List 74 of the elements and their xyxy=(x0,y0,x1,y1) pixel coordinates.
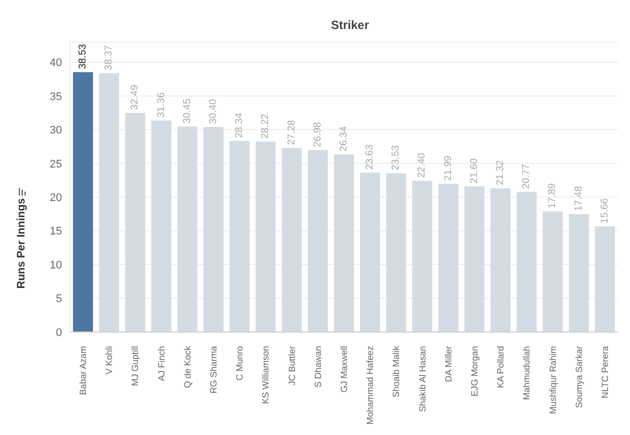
x-tick-label: AJ Finch xyxy=(156,346,166,382)
x-tick-label: MJ Guptill xyxy=(130,346,140,386)
x-tick-label: Shoaib Malik xyxy=(391,346,402,398)
y-tick-label: 20 xyxy=(50,192,62,204)
bar xyxy=(256,142,276,332)
bar xyxy=(177,126,198,332)
x-tick-label: NLTC Perera xyxy=(600,346,610,398)
data-label: 26.34 xyxy=(338,126,350,152)
data-label: 17.48 xyxy=(573,186,584,212)
data-label: 31.36 xyxy=(156,92,167,118)
bar xyxy=(438,184,458,332)
bar xyxy=(334,154,354,332)
bar xyxy=(203,126,224,332)
bar xyxy=(282,148,302,332)
y-axis-title: Runs Per Innings xyxy=(16,198,28,289)
data-label: 27.28 xyxy=(286,120,298,146)
bar xyxy=(73,72,93,332)
y-tick-label: 10 xyxy=(50,259,62,272)
data-label: 26.98 xyxy=(312,122,324,148)
data-label: 30.40 xyxy=(208,98,219,124)
x-tick-label: KA Pollard xyxy=(496,346,506,388)
x-tick-label: KS Williamson xyxy=(260,346,271,404)
data-label: 30.45 xyxy=(182,98,193,124)
x-tick-label: S Dhawan xyxy=(312,346,323,388)
x-tick-label: Q de Kock xyxy=(182,346,192,388)
x-tick-label: DA Miller xyxy=(443,346,454,382)
x-tick-label: Shakib Al Hasan xyxy=(417,346,428,412)
y-tick-label: 0 xyxy=(56,326,62,339)
data-label: 28.34 xyxy=(234,112,246,138)
bar xyxy=(386,173,406,332)
data-label: 15.66 xyxy=(599,198,610,224)
data-label: 23.53 xyxy=(390,144,402,170)
bar xyxy=(230,140,250,332)
bar xyxy=(308,150,328,332)
bar xyxy=(464,186,484,332)
data-label: 28.22 xyxy=(260,113,272,139)
y-tick-label: 5 xyxy=(56,293,62,306)
x-tick-label: RG Sharma xyxy=(208,346,219,394)
data-label: 17.89 xyxy=(547,182,558,208)
data-label: 20.77 xyxy=(521,163,532,189)
x-tick-label: Mahmudullah xyxy=(522,346,532,400)
data-label: 23.63 xyxy=(364,144,376,170)
data-label: 38.53 xyxy=(78,44,88,70)
bar xyxy=(490,188,511,332)
x-tick-label: EJG Morgan xyxy=(469,346,480,397)
bar xyxy=(516,192,537,332)
y-tick-label: 40 xyxy=(50,57,62,70)
bar xyxy=(99,73,120,332)
chart-title: Striker xyxy=(330,18,370,32)
data-label: 32.49 xyxy=(130,84,141,110)
x-tick-label: Mushfiqur Rahim xyxy=(548,346,558,414)
x-tick-label: JC Buttler xyxy=(286,346,297,386)
x-tick-label: Soumya Sarkar xyxy=(574,346,584,408)
bar xyxy=(125,112,146,332)
x-tick-label: C Munro xyxy=(234,346,245,381)
bar xyxy=(594,226,615,332)
x-tick-label: V Kohli xyxy=(104,346,114,375)
y-tick-label: 15 xyxy=(50,226,62,238)
x-tick-label: Babar Azam xyxy=(78,346,88,396)
y-tick-label: 35 xyxy=(50,90,62,103)
bar xyxy=(151,120,172,332)
bar xyxy=(568,214,589,332)
bar xyxy=(542,211,563,332)
data-label: 21.32 xyxy=(495,160,506,186)
y-tick-label: 30 xyxy=(50,124,62,137)
bar xyxy=(360,172,380,332)
data-label: 22.40 xyxy=(416,152,428,178)
x-tick-label: Mohammad Hafeez xyxy=(365,346,376,425)
x-tick-label: GJ Maxwell xyxy=(339,346,349,393)
data-label: 21.60 xyxy=(468,158,480,184)
data-label: 21.99 xyxy=(442,155,454,181)
y-tick-label: 25 xyxy=(50,158,62,170)
data-label: 38.37 xyxy=(104,44,115,70)
bar xyxy=(412,180,432,332)
